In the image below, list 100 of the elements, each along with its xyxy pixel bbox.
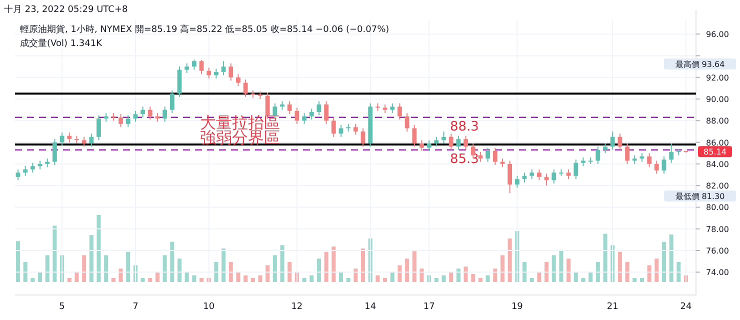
bar: [126, 252, 130, 282]
candlestick: [82, 136, 86, 148]
x-tick-label: 21: [606, 302, 618, 312]
candlestick: [162, 106, 168, 122]
bar: [96, 215, 101, 282]
bar: [544, 262, 549, 282]
candlestick: [552, 168, 556, 184]
bar: [390, 272, 394, 282]
candlestick: [287, 100, 292, 115]
candlestick: [390, 102, 395, 114]
y-tick-label: 76.00: [706, 246, 729, 256]
candlestick: [654, 160, 659, 174]
bar: [74, 272, 79, 282]
bar: [82, 255, 86, 282]
text: 輕原油期貨, 1小時, NYMEX 開=85.19 高=85.22 低=85.05 收=85.14 −0.06 (−0.07%): [20, 24, 390, 35]
bar: [508, 238, 512, 282]
y-tick-label: 90.00: [706, 95, 729, 104]
bar: [302, 278, 306, 282]
candlestick: [618, 133, 622, 150]
candlestick: [360, 128, 366, 148]
annotation: 成交量(Vol) 1.341K: [20, 38, 104, 49]
candlestick: [331, 116, 336, 138]
candlestick: [610, 130, 615, 150]
bar: [625, 262, 630, 282]
bar: [148, 278, 152, 282]
candlestick: [514, 175, 520, 188]
annotation: 85.14: [704, 148, 726, 157]
candlestick: [398, 102, 402, 120]
candlestick: [228, 62, 234, 82]
candlestick: [52, 138, 57, 166]
bar: [456, 268, 460, 282]
bar: [522, 262, 527, 282]
candlestick: [118, 114, 123, 128]
y-tick-label: 96.00: [706, 30, 729, 40]
bar: [52, 226, 57, 282]
candlestick: [16, 168, 20, 181]
candlestick: [669, 142, 674, 164]
y-tick-label: 82.00: [706, 182, 729, 191]
bar: [192, 275, 196, 282]
bar: [104, 255, 108, 282]
candlestick: [67, 132, 72, 143]
candlestick: [133, 110, 138, 122]
y-tick-label: 74.00: [706, 268, 729, 278]
y-tick-label: 88.00: [706, 116, 729, 126]
candlestick: [30, 162, 35, 174]
candlestick: [662, 156, 666, 174]
bar: [272, 255, 277, 282]
bar: [662, 242, 666, 282]
bar: [420, 268, 424, 282]
bar: [581, 278, 586, 282]
candlestick: [456, 135, 461, 150]
bar: [250, 278, 255, 282]
bar: [537, 272, 542, 282]
candlestick: [566, 168, 571, 180]
y-tick-label: 78.00: [706, 224, 729, 234]
bar: [493, 268, 498, 282]
bar: [30, 278, 35, 282]
bar: [184, 272, 189, 282]
candlestick: [442, 130, 446, 144]
bar: [449, 272, 454, 282]
bar: [280, 245, 284, 282]
bar: [552, 255, 556, 282]
bar: [647, 265, 652, 282]
bar: [288, 262, 292, 282]
candlestick: [625, 142, 630, 164]
y-tick-label: 86.00: [706, 138, 729, 148]
bar: [398, 265, 402, 282]
candlestick: [126, 114, 130, 128]
candlestick: [420, 140, 424, 152]
candlestick: [23, 166, 28, 176]
bar: [383, 278, 388, 282]
bar: [354, 268, 358, 282]
bar: [669, 234, 674, 282]
x-tick-label: 19: [511, 302, 524, 312]
candlestick: [448, 133, 454, 150]
bar: [89, 235, 94, 282]
bar: [500, 255, 504, 282]
candlestick: [148, 106, 152, 120]
bar: [258, 275, 262, 282]
bar: [588, 272, 593, 282]
bar: [23, 262, 28, 282]
candlestick: [294, 107, 300, 124]
candlestick: [412, 124, 417, 148]
candlestick: [486, 147, 490, 162]
candlestick: [96, 114, 101, 141]
bar: [566, 258, 571, 282]
bar: [346, 278, 350, 282]
y-tick-label: 80.00: [706, 203, 729, 212]
candlestick: [309, 108, 314, 120]
candlestick: [324, 100, 329, 124]
candlestick: [647, 152, 652, 168]
candlestick: [214, 68, 218, 79]
bar: [16, 241, 20, 282]
bar: [338, 272, 344, 282]
x-tick-label: 5: [59, 302, 65, 312]
bar: [310, 275, 314, 282]
candlestick: [464, 135, 468, 150]
bar: [45, 255, 50, 282]
candlestick: [89, 133, 94, 148]
bar: [38, 272, 42, 282]
